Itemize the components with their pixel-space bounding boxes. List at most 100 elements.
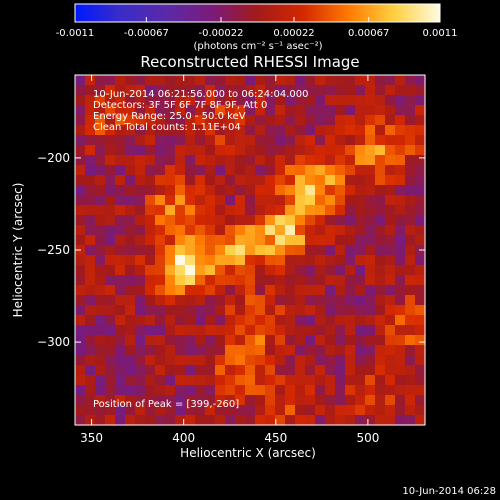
heatmap-cell [405, 305, 416, 316]
heatmap-cell [155, 405, 166, 416]
heatmap-cell [225, 105, 236, 116]
heatmap-cell [315, 215, 326, 226]
heatmap-cell [265, 185, 276, 196]
heatmap-cell [345, 85, 356, 96]
heatmap-cell [345, 235, 356, 246]
heatmap-cell [295, 355, 306, 366]
heatmap-cell [225, 75, 236, 86]
heatmap-cell [405, 215, 416, 226]
heatmap-cell [415, 175, 426, 186]
heatmap-cell [95, 375, 106, 386]
heatmap-cell [275, 355, 286, 366]
heatmap-cell [205, 105, 216, 116]
heatmap-cell [135, 335, 146, 346]
heatmap-cell [285, 295, 296, 306]
heatmap-cell [375, 395, 386, 406]
heatmap-cell [385, 195, 396, 206]
heatmap-cell [125, 245, 136, 256]
heatmap-cell [265, 415, 276, 426]
heatmap-cell [235, 115, 246, 126]
heatmap-cell [215, 325, 226, 336]
heatmap-cell [95, 285, 106, 296]
heatmap-cell [75, 175, 86, 186]
heatmap-cell [165, 185, 176, 196]
heatmap-cell [405, 195, 416, 206]
heatmap-cell [135, 375, 146, 386]
heatmap-cell [165, 215, 176, 226]
heatmap-cell [195, 245, 206, 256]
heatmap-cell [255, 75, 266, 86]
heatmap-cell [365, 195, 376, 206]
heatmap-cell [215, 285, 226, 296]
heatmap-cell [165, 245, 176, 256]
heatmap-cell [235, 95, 246, 106]
heatmap-cell [95, 105, 106, 116]
heatmap-cell [275, 345, 286, 356]
heatmap-cell [165, 135, 176, 146]
heatmap-cell [215, 225, 226, 236]
heatmap-cell [165, 415, 176, 426]
heatmap-cell [325, 265, 336, 276]
heatmap-cell [355, 295, 366, 306]
heatmap-cell [255, 195, 266, 206]
heatmap-cell [345, 375, 356, 386]
heatmap-cell [185, 365, 196, 376]
heatmap-cell [185, 205, 196, 216]
heatmap-cell [325, 325, 336, 336]
heatmap-cell [355, 305, 366, 316]
heatmap-cell [305, 385, 316, 396]
heatmap-cell [135, 385, 146, 396]
heatmap-cell [245, 105, 256, 116]
heatmap-cell [75, 165, 86, 176]
heatmap-cell [145, 205, 156, 216]
colorbar-tick-label: -0.0011 [56, 28, 95, 39]
heatmap-cell [245, 145, 256, 156]
heatmap-cell [105, 235, 116, 246]
heatmap-cell [415, 135, 426, 146]
heatmap-cell [265, 135, 276, 146]
heatmap-cell [215, 85, 226, 96]
heatmap-cell [415, 205, 426, 216]
heatmap-cell [325, 175, 336, 186]
heatmap-cell [135, 195, 146, 206]
heatmap-cell [85, 195, 96, 206]
heatmap-cell [245, 225, 256, 236]
heatmap-cell [125, 195, 136, 206]
heatmap-cell [105, 125, 116, 136]
heatmap-cell [335, 395, 346, 406]
heatmap-cell [385, 155, 396, 166]
heatmap-cell [145, 235, 156, 246]
heatmap-cell [155, 145, 166, 156]
heatmap-cell [295, 375, 306, 386]
heatmap-cell [395, 245, 406, 256]
heatmap-cell [75, 185, 86, 196]
heatmap-cell [255, 235, 266, 246]
heatmap-cell [105, 165, 116, 176]
heatmap-cell [105, 325, 116, 336]
annotation-detectors: Detectors: 3F 5F 6F 7F 8F 9F, Att 0 [93, 100, 267, 111]
heatmap-cell [225, 135, 236, 146]
heatmap-cell [325, 335, 336, 346]
heatmap-cell [185, 175, 196, 186]
heatmap-cell [235, 365, 246, 376]
heatmap-cell [105, 395, 116, 406]
heatmap-cell [105, 195, 116, 206]
heatmap-cell [385, 185, 396, 196]
heatmap-cell [215, 405, 226, 416]
heatmap-cell [205, 405, 216, 416]
heatmap-cell [305, 105, 316, 116]
heatmap-cell [175, 145, 186, 156]
heatmap-cell [395, 155, 406, 166]
heatmap-cell [135, 185, 146, 196]
heatmap-cell [235, 245, 246, 256]
heatmap-cell [305, 185, 316, 196]
heatmap-cell [355, 105, 366, 116]
heatmap-cell [245, 325, 256, 336]
heatmap-cell [415, 265, 426, 276]
heatmap-cell [315, 145, 326, 156]
heatmap-cell [395, 385, 406, 396]
annotation-time-range: 10-Jun-2014 06:21:56.000 to 06:24:04.000 [93, 89, 309, 100]
heatmap-cell [165, 345, 176, 356]
heatmap-cell [125, 145, 136, 156]
heatmap-cell [105, 285, 116, 296]
